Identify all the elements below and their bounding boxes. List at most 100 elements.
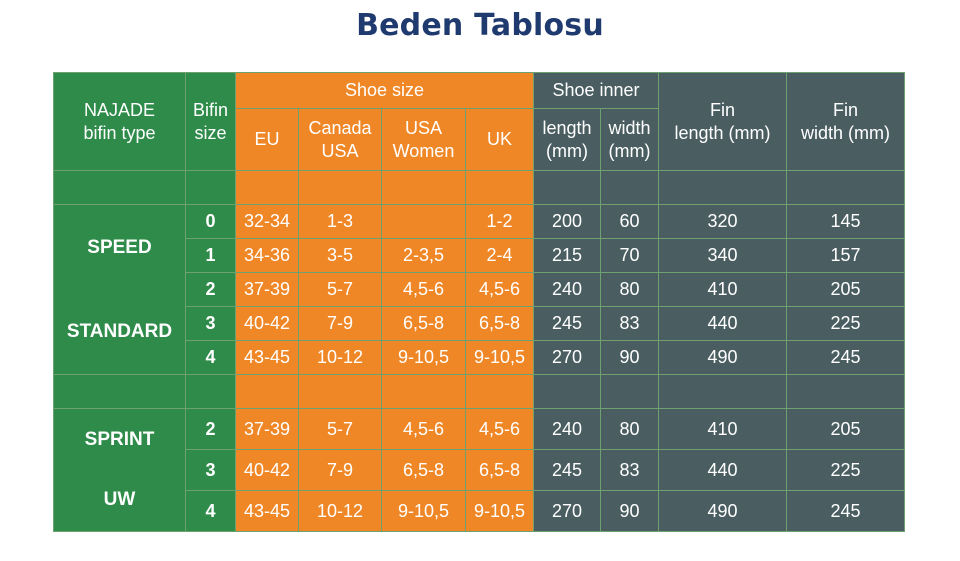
header-bifin-size: Bifin size (185, 72, 236, 171)
canada-usa-cell: 10-12 (298, 490, 382, 532)
fin-length-cell: 340 (658, 238, 787, 273)
table-row: 3 40-42 7-9 6,5-8 6,5-8 245 83 440 225 (54, 449, 905, 491)
header-canada-usa: Canada USA (298, 108, 382, 171)
spacer-cell (533, 170, 601, 205)
width-cell: 60 (600, 204, 659, 239)
length-cell: 270 (533, 340, 601, 375)
usa-women-cell: 6,5-8 (381, 449, 466, 491)
uk-cell: 1-2 (465, 204, 534, 239)
size-cell: 0 (185, 204, 236, 239)
fin-length-cell: 440 (658, 449, 787, 491)
canada-usa-cell: 7-9 (298, 306, 382, 341)
header-row: NAJADE bifin type Bifin size Shoe size Sho… (53, 72, 905, 171)
page-title: Beden Tablosu (356, 8, 604, 43)
eu-cell: 34-36 (235, 238, 299, 273)
table-row: SPEED STANDARD 0 32-34 1-3 1-2 200 60 320 145 (53, 204, 905, 375)
fin-width-cell: 205 (786, 272, 905, 307)
width-cell: 70 (600, 238, 659, 273)
width-cell: 80 (600, 272, 659, 307)
uk-cell: 6,5-8 (465, 449, 534, 491)
table-row: 4 43-45 10-12 9-10,5 9-10,5 270 90 490 245 (54, 490, 905, 532)
canada-usa-cell: 3-5 (298, 238, 382, 273)
length-cell: 215 (533, 238, 601, 273)
fin-width-cell: 245 (786, 490, 905, 532)
length-cell: 200 (533, 204, 601, 239)
spacer-cell (381, 170, 466, 205)
bifin-type-label: STANDARD (66, 320, 173, 342)
fin-width-cell: 225 (786, 449, 905, 491)
canada-usa-cell: 5-7 (298, 408, 382, 450)
usa-women-cell: 6,5-8 (381, 306, 466, 341)
header-subrow: EU Canada USA USA Women UK length (mm) widt… (54, 108, 905, 171)
spacer-cell (235, 374, 299, 409)
header-width: width (mm) (600, 108, 659, 171)
fin-length-cell: 410 (658, 272, 787, 307)
size-cell: 1 (185, 238, 236, 273)
fin-length-cell: 440 (658, 306, 787, 341)
bifin-type-label: UW (103, 489, 136, 511)
table-row: 3 40-42 7-9 6,5-8 6,5-8 245 83 440 225 (54, 306, 905, 341)
table-row: 4 43-45 10-12 9-10,5 9-10,5 270 90 490 245 (54, 340, 905, 375)
size-cell: 2 (185, 408, 236, 450)
spacer-cell (298, 170, 382, 205)
uk-cell: 2-4 (465, 238, 534, 273)
header-uk: UK (465, 108, 534, 171)
size-cell: 3 (185, 306, 236, 341)
canada-usa-cell: 1-3 (298, 204, 382, 239)
fin-length-cell: 320 (658, 204, 787, 239)
canada-usa-cell: 7-9 (298, 449, 382, 491)
size-table: NAJADE bifin type Bifin size Shoe size Sho… (53, 72, 905, 532)
bifin-type-labels: SPEED STANDARD (55, 206, 185, 374)
spacer-cell (381, 374, 466, 409)
usa-women-cell: 4,5-6 (381, 272, 466, 307)
eu-cell: 40-42 (235, 306, 299, 341)
bifin-type-label: SPRINT (84, 428, 155, 450)
spacer-cell (600, 170, 659, 205)
fin-length-cell: 410 (658, 408, 787, 450)
fin-width-cell: 205 (786, 408, 905, 450)
usa-women-cell (381, 204, 466, 239)
length-cell: 245 (533, 306, 601, 341)
spacer-cell (600, 374, 659, 409)
table-row: 1 34-36 3-5 2-3,5 2-4 215 70 340 157 (54, 238, 905, 273)
header-fin-width: Fin width (mm) (786, 72, 905, 171)
width-cell: 83 (600, 306, 659, 341)
spacer-cell (185, 374, 236, 409)
spacer-cell (786, 170, 905, 205)
eu-cell: 37-39 (235, 408, 299, 450)
header-usa-women: USA Women (381, 108, 466, 171)
canada-usa-cell: 10-12 (298, 340, 382, 375)
spacer-cell (533, 374, 601, 409)
spacer-cell (298, 374, 382, 409)
usa-women-cell: 9-10,5 (381, 340, 466, 375)
eu-cell: 43-45 (235, 490, 299, 532)
length-cell: 240 (533, 272, 601, 307)
length-cell: 270 (533, 490, 601, 532)
fin-width-cell: 225 (786, 306, 905, 341)
header-shoe-inner: Shoe inner (533, 72, 659, 109)
length-cell: 240 (533, 408, 601, 450)
header-eu: EU (235, 108, 299, 171)
width-cell: 90 (600, 490, 659, 532)
canada-usa-cell: 5-7 (298, 272, 382, 307)
fin-length-cell: 490 (658, 340, 787, 375)
fin-width-cell: 245 (786, 340, 905, 375)
spacer-cell (185, 170, 236, 205)
spacer-row (53, 170, 905, 205)
spacer-cell (658, 374, 787, 409)
spacer-cell (786, 374, 905, 409)
usa-women-cell: 4,5-6 (381, 408, 466, 450)
uk-cell: 9-10,5 (465, 340, 534, 375)
bifin-type-cell: SPRINT UW (53, 408, 186, 532)
eu-cell: 40-42 (235, 449, 299, 491)
eu-cell: 37-39 (235, 272, 299, 307)
size-cell: 4 (185, 490, 236, 532)
uk-cell: 9-10,5 (465, 490, 534, 532)
width-cell: 80 (600, 408, 659, 450)
eu-cell: 43-45 (235, 340, 299, 375)
fin-length-cell: 490 (658, 490, 787, 532)
usa-women-cell: 2-3,5 (381, 238, 466, 273)
spacer-row (53, 374, 905, 409)
spacer-cell (53, 170, 186, 205)
size-cell: 4 (185, 340, 236, 375)
